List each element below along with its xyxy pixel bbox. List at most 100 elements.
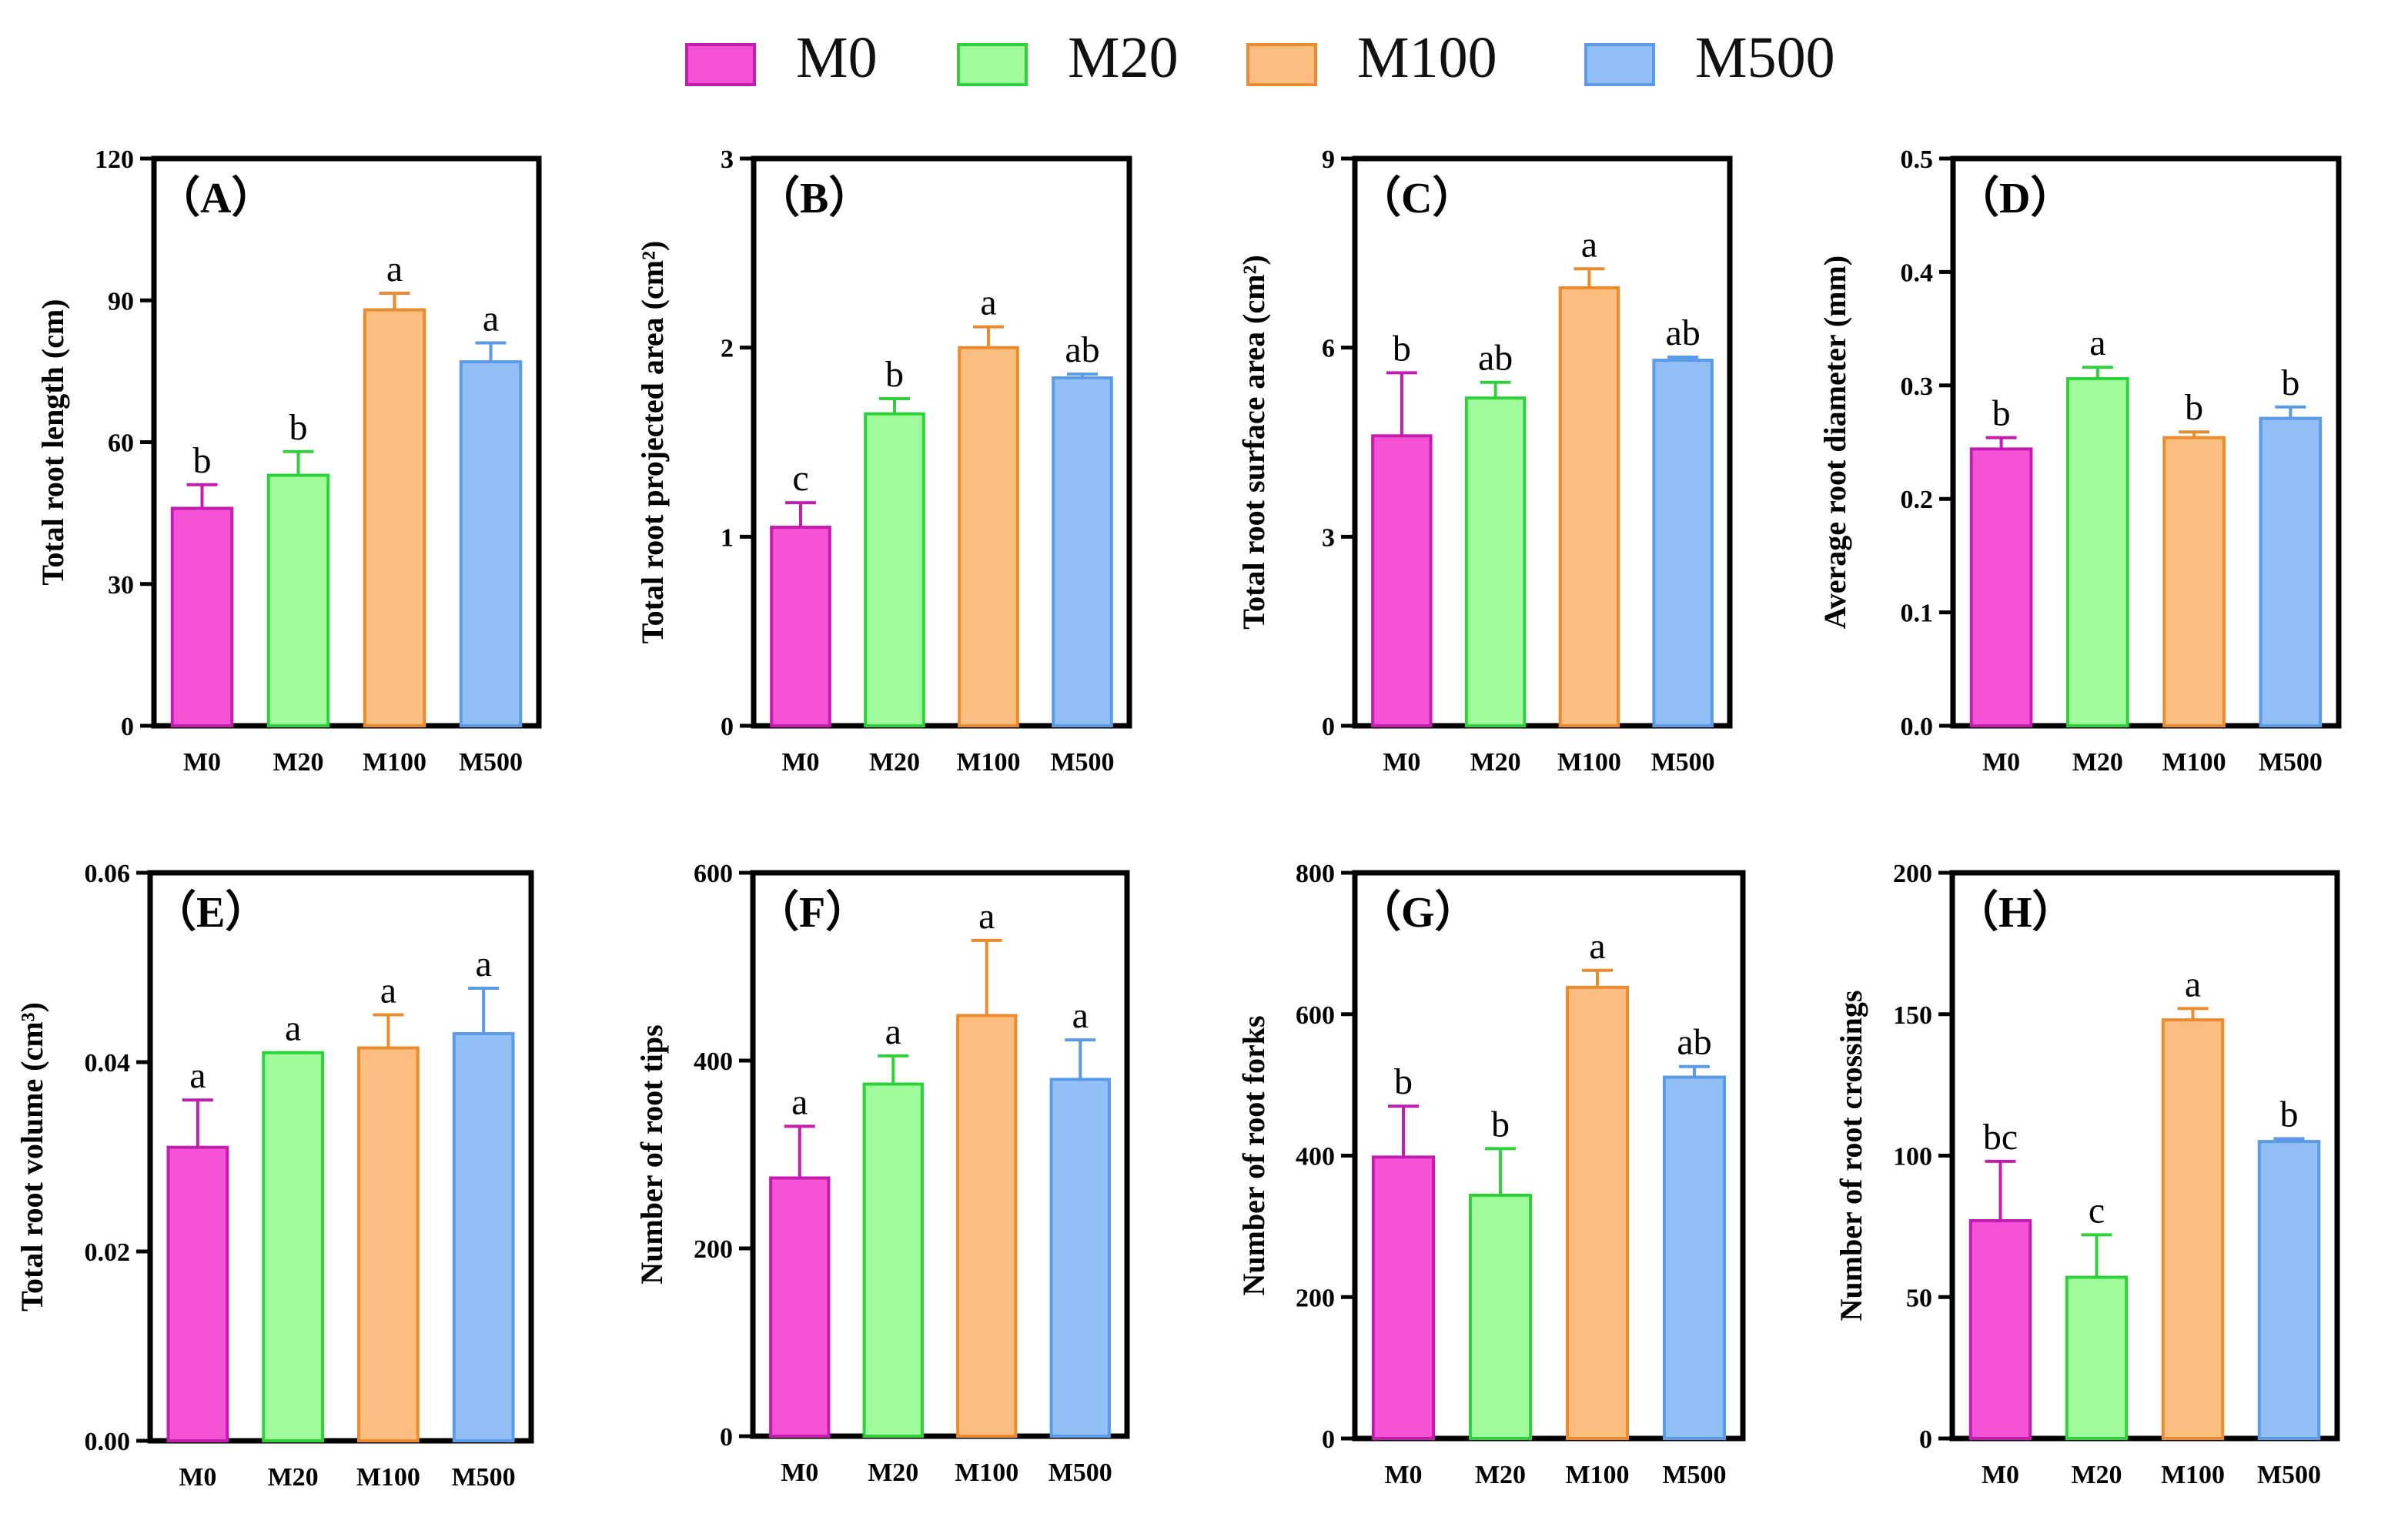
y-tick-label: 200 (694, 1235, 733, 1264)
significance-letter: b (2281, 363, 2299, 403)
y-axis-label: Number of root tips (634, 1024, 669, 1284)
bar-m100 (956, 1014, 1018, 1438)
legend-label: M0 (796, 25, 878, 90)
y-axis-label: Average root diameter (mm) (1818, 256, 1852, 629)
x-tick-label: M20 (868, 1459, 918, 1487)
y-tick-label: 200 (1296, 1284, 1335, 1312)
legend-swatch (1584, 43, 1655, 86)
chart-panel-2: 0 1 2 3 Total root projected area (cm²) （B） c M… (635, 145, 1132, 777)
significance-letter: bc (1983, 1117, 2018, 1158)
x-tick-label: M500 (1050, 748, 1114, 777)
bar-m500 (2257, 1140, 2321, 1440)
significance-letter: b (1491, 1104, 1510, 1144)
bar-m0 (770, 526, 831, 727)
legend-swatch (957, 43, 1028, 86)
y-tick-label: 0.00 (85, 1428, 131, 1456)
bar-m0 (1968, 1219, 2032, 1441)
bar-m100 (2161, 1018, 2225, 1440)
y-tick-label: 200 (1893, 860, 1932, 888)
y-axis-label: Number of root crossings (1834, 991, 1868, 1322)
bar-m20 (262, 1051, 324, 1442)
panel-label: （D） (1956, 174, 2073, 222)
x-tick-label: M0 (183, 748, 221, 777)
bar-m20 (266, 473, 330, 727)
y-tick-label: 0.0 (1901, 713, 1934, 741)
y-tick-label: 0 (1919, 1425, 1932, 1454)
chart-panel-7: 0 200 400 600 800 Number of root forks （G） b M0 b… (1236, 860, 1746, 1489)
chart-panel-5: 0.00 0.02 0.04 0.06 Total root volume (cm³) （… (15, 860, 534, 1492)
bar-m20 (864, 412, 925, 728)
x-tick-label: M20 (1470, 748, 1521, 777)
chart-panel-3: 0 3 6 9 Total root surface area (cm²) （C） b M0 a… (1236, 145, 1733, 777)
significance-letter: a (2185, 964, 2201, 1004)
bar-m20 (1464, 396, 1527, 728)
legend-label: M100 (1357, 25, 1497, 90)
bar-m20 (862, 1082, 924, 1438)
y-tick-label: 120 (95, 145, 134, 174)
bar-m100 (357, 1046, 420, 1443)
legend-swatch (1246, 43, 1317, 86)
bar-m0 (166, 1145, 229, 1442)
y-axis-label: Number of root forks (1236, 1015, 1271, 1295)
y-tick-label: 0.2 (1901, 486, 1934, 514)
plot-frame (750, 870, 1130, 1439)
x-tick-label: M20 (869, 748, 920, 777)
x-tick-label: M20 (2071, 1461, 2122, 1489)
y-tick-label: 0.1 (1901, 600, 1934, 628)
y-tick-label: 0.4 (1901, 259, 1934, 287)
y-tick-label: 600 (1296, 1001, 1335, 1030)
x-tick-label: M500 (2259, 748, 2323, 777)
y-tick-label: 0 (1322, 713, 1335, 741)
significance-letter: a (189, 1055, 206, 1096)
chart-panel-8: 0 50 100 150 200 Number of root crossings （H） b… (1834, 860, 2340, 1489)
bar-m100 (1558, 286, 1620, 728)
legend-item-m0: M0 (685, 25, 878, 90)
significance-letter: b (2280, 1094, 2299, 1134)
x-tick-label: M20 (268, 1463, 319, 1492)
y-tick-label: 6 (1322, 335, 1335, 363)
panel-label: （G） (1358, 888, 1478, 937)
significance-letter: a (980, 282, 996, 323)
x-tick-label: M0 (781, 1459, 818, 1487)
bar-m20 (1468, 1193, 1533, 1440)
bar-m20 (2066, 376, 2129, 727)
y-tick-label: 400 (1296, 1143, 1335, 1171)
y-tick-label: 0.02 (85, 1238, 131, 1267)
significance-letter: b (1394, 1061, 1413, 1102)
x-tick-label: M500 (1662, 1461, 1726, 1489)
plot-frame (751, 155, 1132, 729)
significance-letter: ab (1065, 329, 1099, 370)
y-tick-label: 100 (1893, 1143, 1932, 1171)
plot-frame (1950, 155, 2342, 729)
significance-letter: a (885, 1011, 901, 1052)
y-tick-label: 0.5 (1901, 145, 1934, 174)
y-tick-label: 0 (721, 713, 734, 741)
significance-letter: a (386, 249, 403, 289)
y-tick-label: 150 (1893, 1001, 1932, 1030)
x-tick-label: M100 (955, 1459, 1018, 1487)
panel-label: （F） (756, 888, 868, 937)
y-axis-label: Total root volume (cm³) (15, 1002, 49, 1312)
panel-label: （C） (1358, 174, 1475, 222)
y-tick-label: 90 (108, 287, 134, 316)
y-tick-label: 3 (1322, 523, 1335, 552)
legend-label: M500 (1695, 25, 1835, 90)
y-tick-label: 2 (721, 335, 734, 363)
y-tick-label: 50 (1906, 1284, 1932, 1312)
significance-letter: b (885, 354, 904, 395)
x-tick-label: M100 (956, 748, 1020, 777)
significance-letter: a (791, 1081, 808, 1122)
bar-m500 (452, 1032, 515, 1442)
y-tick-label: 1 (721, 523, 734, 552)
bar-m0 (1371, 1155, 1436, 1441)
bar-m500 (1052, 376, 1113, 727)
legend-item-m100: M100 (1246, 25, 1497, 90)
y-tick-label: 0 (121, 713, 134, 741)
bar-m0 (769, 1176, 831, 1438)
significance-letter: a (2089, 322, 2105, 363)
x-tick-label: M100 (356, 1463, 420, 1492)
x-tick-label: M0 (179, 1463, 216, 1492)
x-tick-label: M0 (1383, 748, 1420, 777)
panel-label: （E） (153, 888, 268, 937)
